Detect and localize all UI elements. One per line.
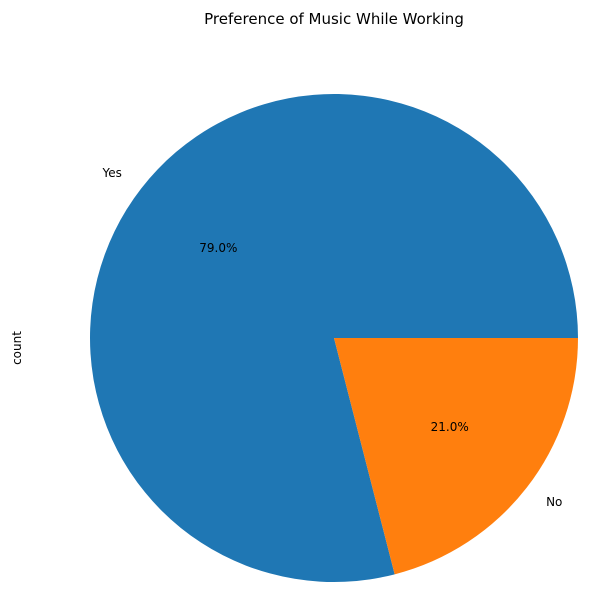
pie-labels: Yes 79.0% No 21.0% bbox=[102, 166, 563, 509]
y-axis-label: count bbox=[10, 331, 24, 365]
pie-slice-no bbox=[334, 338, 578, 575]
chart-title: Preference of Music While Working bbox=[204, 10, 464, 28]
slice-percent-yes: 79.0% bbox=[199, 241, 237, 255]
slice-label-no: No bbox=[546, 495, 562, 509]
pie-slice-yes bbox=[90, 93, 579, 582]
slice-percent-no: 21.0% bbox=[431, 420, 469, 434]
pie-slices bbox=[90, 93, 579, 582]
slice-label-yes: Yes bbox=[102, 166, 122, 180]
